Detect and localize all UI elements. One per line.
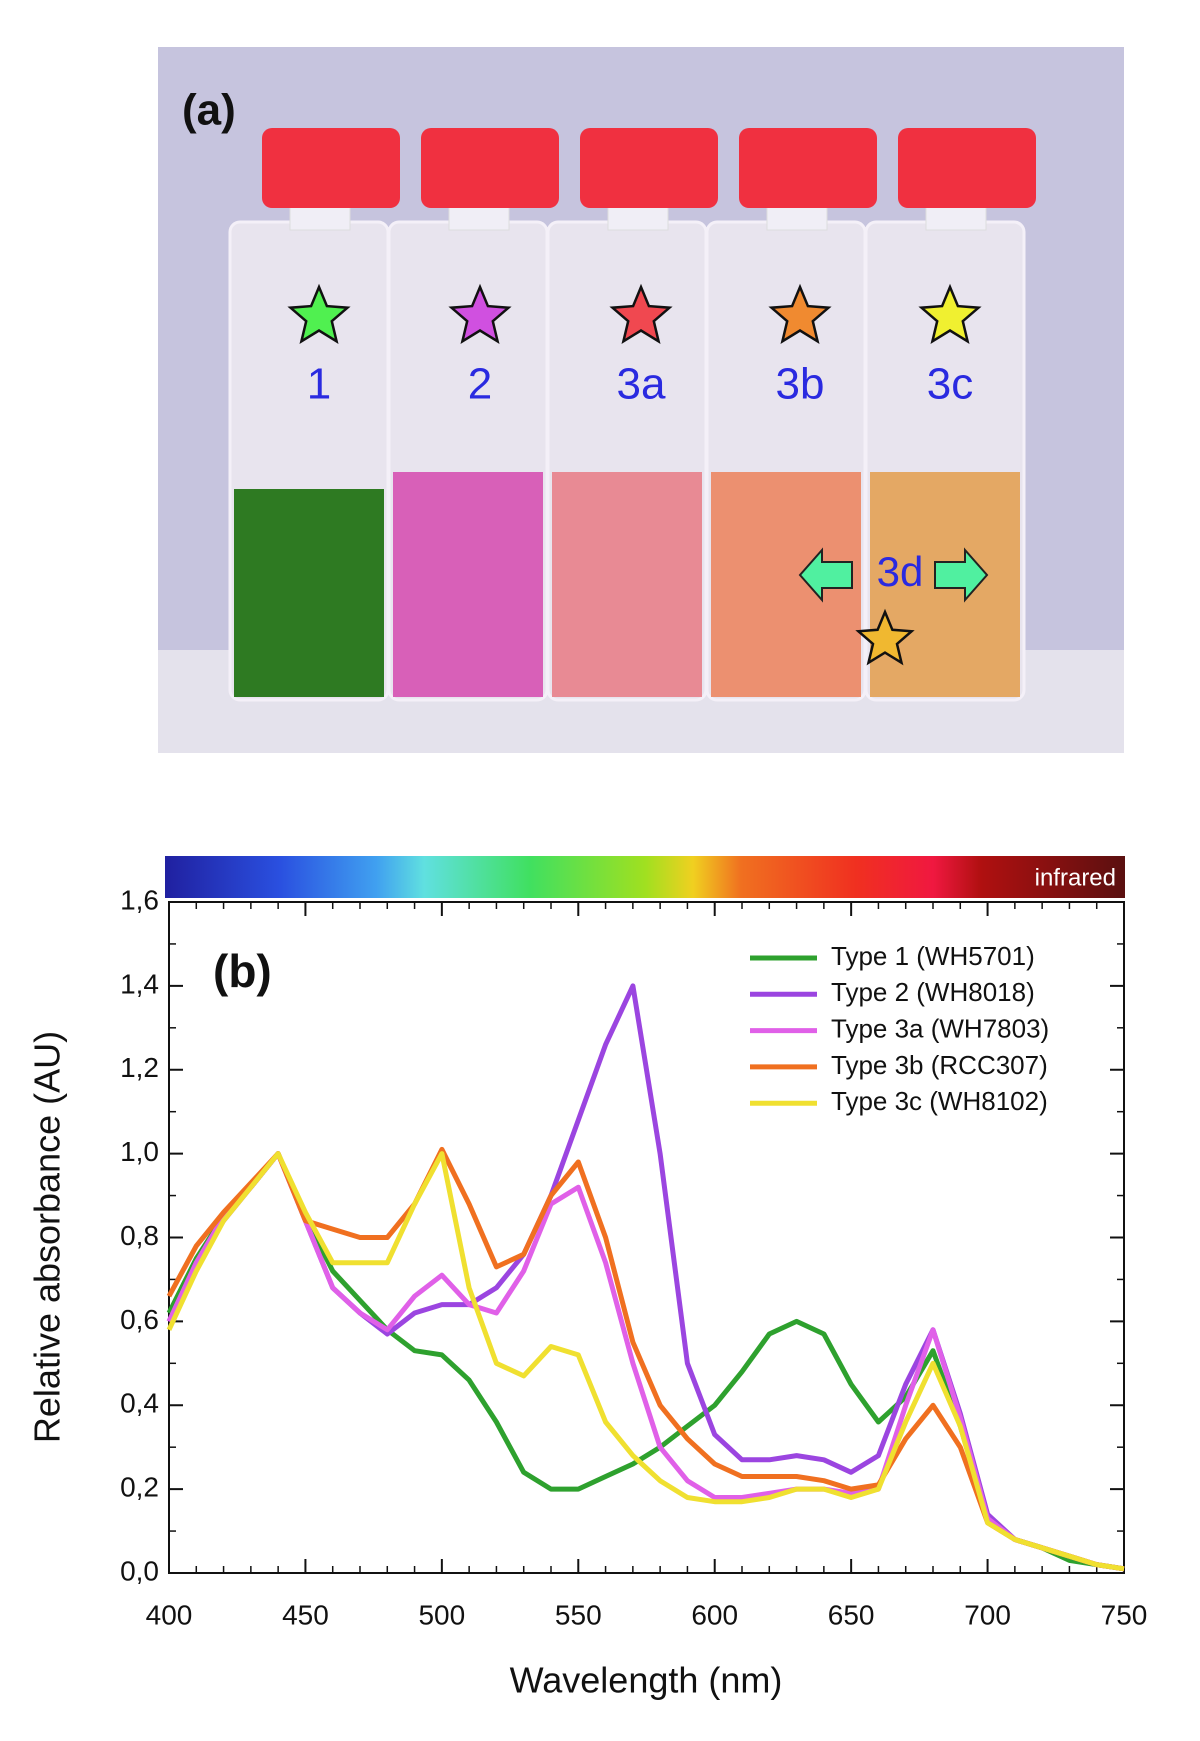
liquid [393, 472, 543, 697]
x-tick-label: 500 [418, 1599, 465, 1630]
panel-a-label: (a) [182, 86, 236, 135]
cap [421, 128, 559, 208]
series-line [166, 1146, 1125, 1572]
y-tick-label: 0,2 [120, 1472, 159, 1503]
cap [739, 128, 877, 208]
x-axis-title: Wavelength (nm) [510, 1660, 783, 1701]
cap [262, 128, 400, 208]
star [768, 283, 832, 344]
y-tick-label: 0,8 [120, 1220, 159, 1251]
star [918, 283, 982, 344]
arrow-left [798, 547, 853, 603]
y-tick-label: 0,0 [120, 1555, 159, 1586]
y-tick-label: 1,4 [120, 968, 159, 999]
sample-label: 3a [617, 360, 666, 409]
x-tick-label: 400 [146, 1599, 193, 1630]
x-tick-label: 700 [964, 1599, 1011, 1630]
sample-label: 2 [468, 360, 492, 409]
colorbar [165, 856, 1125, 898]
panel-b-label: (b) [213, 945, 272, 997]
liquid [234, 489, 384, 697]
cap [580, 128, 718, 208]
y-tick-label: 1,2 [120, 1052, 159, 1083]
sample-label: 3b [776, 360, 825, 409]
star [448, 283, 512, 344]
y-tick-label: 1,0 [120, 1136, 159, 1167]
arrow-right [934, 547, 989, 603]
sample-label: 1 [307, 360, 331, 409]
cap [898, 128, 1036, 208]
legend-label: Type 2 (WH8018) [831, 977, 1035, 1007]
x-tick-label: 750 [1101, 1599, 1148, 1630]
y-tick-label: 0,4 [120, 1388, 159, 1419]
y-tick-label: 0,6 [120, 1304, 159, 1335]
x-tick-label: 650 [828, 1599, 875, 1630]
liquid [552, 472, 702, 697]
legend-label: Type 3b (RCC307) [831, 1050, 1048, 1080]
star [287, 283, 351, 344]
y-tick-label: 1,6 [120, 884, 159, 915]
legend-label: Type 1 (WH5701) [831, 941, 1035, 971]
x-tick-label: 450 [282, 1599, 329, 1630]
star [855, 608, 915, 666]
sample-label: 3c [927, 360, 973, 409]
photo: 1 2 3a 3b 3c [228, 128, 1036, 702]
x-tick-label: 550 [555, 1599, 602, 1630]
colorbar-label: infrared [1035, 864, 1116, 891]
sample-label: 3d [877, 548, 924, 595]
legend-label: Type 3c (WH8102) [831, 1086, 1048, 1116]
x-tick-label: 600 [691, 1599, 738, 1630]
star [609, 283, 673, 344]
y-axis-title: Relative absorbance (AU) [27, 1031, 68, 1443]
legend-label: Type 3a (WH7803) [831, 1013, 1049, 1043]
series-line [166, 1151, 1125, 1572]
